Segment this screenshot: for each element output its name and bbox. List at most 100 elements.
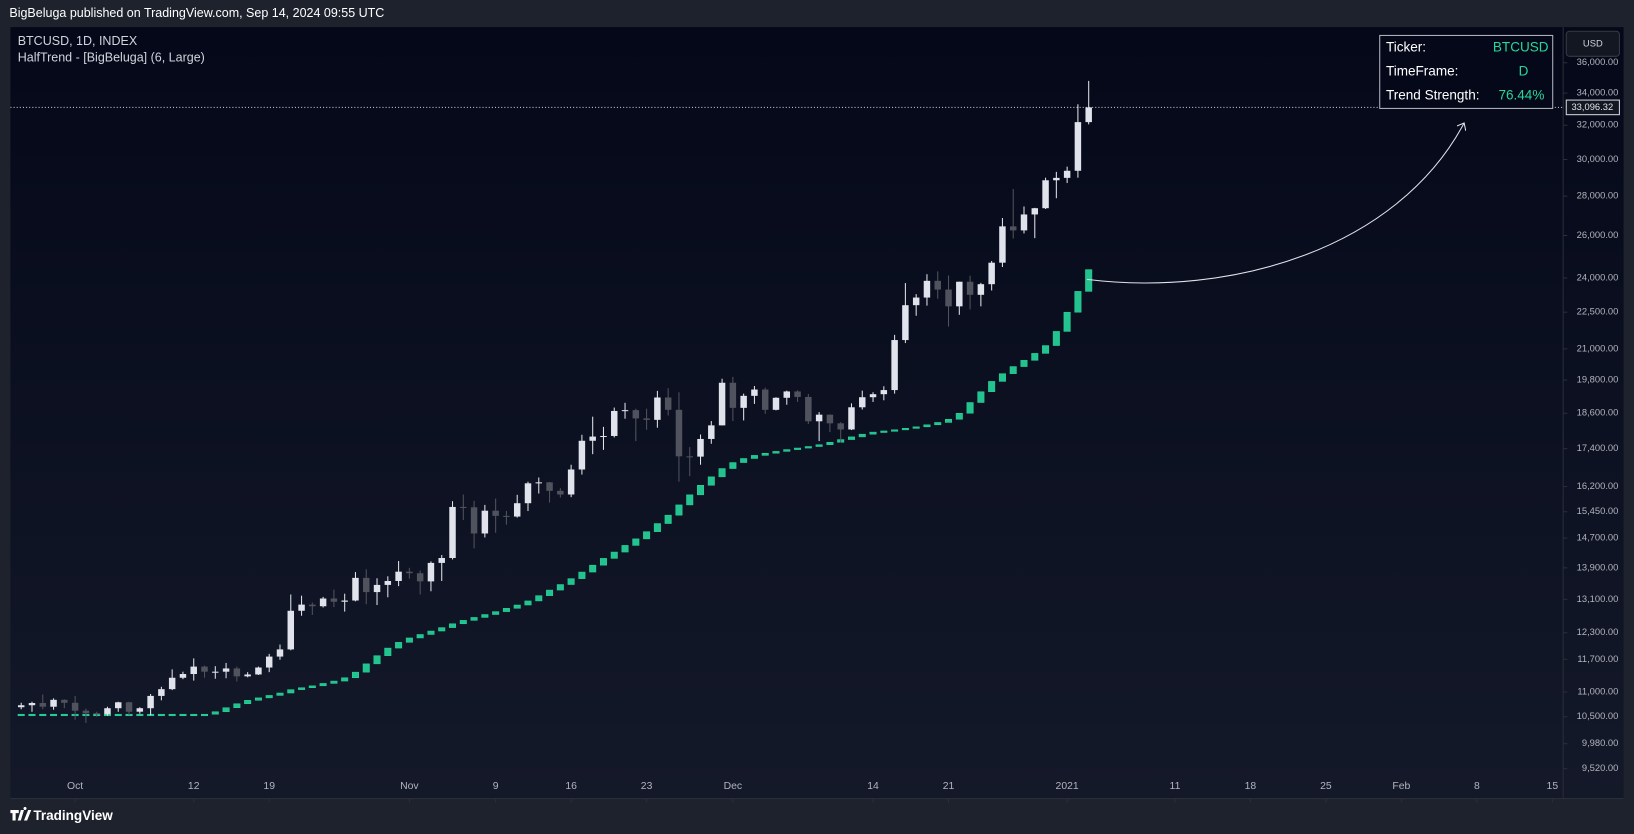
halftrend-bar [718, 468, 726, 478]
halftrend-bar [783, 449, 791, 452]
x-tick-label: 15 [1547, 781, 1559, 792]
candle-body [826, 414, 834, 424]
halftrend-bar [114, 713, 122, 717]
halftrend-bar [1042, 345, 1050, 354]
halftrend-bar [729, 462, 737, 469]
halftrend-bar [697, 485, 705, 496]
candle-body [859, 397, 866, 408]
candle-body [761, 389, 769, 410]
halftrend-bar [179, 713, 187, 717]
candle-body [406, 571, 413, 574]
y-tick-label: 21,000.00 [1577, 343, 1619, 353]
candle-body [352, 577, 359, 601]
halftrend-bar [869, 431, 877, 435]
halftrend-bar [750, 455, 758, 459]
candle-body [891, 340, 898, 391]
halftrend-bar [1085, 269, 1093, 292]
x-tick-label: Oct [67, 781, 83, 792]
y-tick-label: 16,200.00 [1577, 481, 1619, 491]
candle-body [632, 410, 640, 419]
x-tick-label: Nov [400, 781, 419, 792]
indicator-legend: HalfTrend - [BigBeluga] (6, Large) [18, 51, 205, 65]
halftrend-bar [405, 637, 413, 643]
y-tick-label: 28,000.00 [1577, 191, 1619, 201]
candle-body [643, 418, 650, 420]
halftrend-bar [858, 433, 866, 438]
halftrend-bar [945, 419, 953, 423]
halftrend-bar [934, 422, 942, 426]
x-tick-label: 21 [943, 781, 955, 792]
x-tick-label: 11 [1170, 781, 1181, 792]
candle-body [837, 423, 844, 430]
halftrend-bar [524, 600, 532, 606]
halftrend-bar [211, 711, 219, 715]
last-price-box [1565, 99, 1620, 116]
candle-body [212, 671, 219, 673]
halftrend-bar [794, 447, 802, 450]
currency-label[interactable]: USD [1583, 38, 1603, 48]
halftrend-bar [341, 677, 349, 682]
x-tick-label: 12 [188, 781, 200, 792]
candle-body [287, 610, 295, 650]
halftrend-bar [804, 446, 812, 449]
candle-body [686, 456, 693, 458]
candle-body [815, 414, 823, 422]
candle-body [1009, 226, 1017, 231]
candle-body [179, 674, 187, 678]
halftrend-bar [707, 476, 715, 486]
y-tick-label: 24,000.00 [1577, 272, 1619, 282]
candle-body [772, 397, 780, 410]
table-label: TimeFrame: [1386, 64, 1458, 79]
table-box [1379, 34, 1554, 109]
halftrend-bar [362, 663, 370, 673]
last-price-label: 33,096.32 [1571, 102, 1613, 112]
table-value: BTCUSD [1493, 40, 1549, 55]
candle-body [298, 604, 305, 611]
halftrend-bar [567, 578, 575, 585]
candle-body [654, 397, 661, 420]
halftrend-bar [60, 713, 68, 717]
candle-body [341, 600, 348, 602]
candle-body [664, 397, 672, 410]
x-tick-label: Feb [1392, 781, 1410, 792]
candle-body [589, 436, 596, 441]
halftrend-bar [459, 620, 467, 625]
halftrend-bar [977, 391, 985, 403]
y-tick-label: 11,000.00 [1577, 687, 1618, 697]
table-value: 76.44% [1498, 87, 1544, 102]
halftrend-bar [384, 647, 392, 656]
halftrend-bar [157, 713, 165, 717]
candle-body [783, 391, 791, 398]
halftrend-bar [190, 713, 198, 717]
y-tick-label: 26,000.00 [1577, 230, 1619, 240]
x-tick-label: Dec [724, 781, 743, 792]
halftrend-bar [319, 683, 327, 687]
candle-body [611, 410, 618, 436]
halftrend-bar [815, 444, 823, 447]
candle-body [147, 695, 154, 709]
chart-background [10, 27, 1624, 799]
halftrend-bar [1074, 291, 1082, 313]
x-tick-label: 9 [493, 781, 499, 792]
halftrend-bar [675, 504, 683, 516]
candle-body [201, 666, 208, 672]
candle-body [438, 558, 445, 563]
halftrend-bar [351, 671, 359, 679]
candle-body [233, 668, 241, 677]
halftrend-bar [298, 687, 306, 690]
halftrend-bar [373, 655, 381, 665]
halftrend-bar [761, 452, 769, 456]
candle-body [82, 710, 90, 714]
candle-body [158, 689, 165, 696]
halftrend-bar [39, 713, 47, 717]
halftrend-bar [901, 428, 909, 431]
table-value: D [1519, 64, 1529, 79]
halftrend-bar [168, 713, 176, 717]
candle-body [363, 577, 370, 593]
currency-button[interactable] [1565, 30, 1620, 57]
halftrend-bar [438, 627, 446, 632]
candle-body [902, 305, 909, 341]
halftrend-bar [589, 564, 597, 573]
candle-body [168, 677, 176, 690]
